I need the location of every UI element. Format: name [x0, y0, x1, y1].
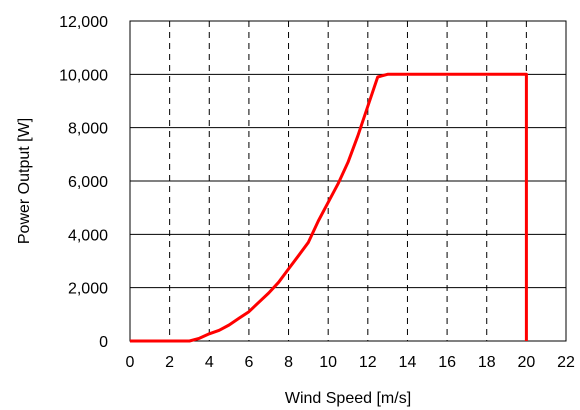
x-tick-label: 8	[284, 354, 293, 371]
x-tick-label: 16	[438, 354, 456, 371]
y-tick-label: 2,000	[68, 281, 108, 298]
x-axis-label: Wind Speed [m/s]	[285, 390, 411, 407]
y-tick-label: 8,000	[68, 121, 108, 138]
x-tick-label: 2	[165, 354, 174, 371]
y-tick-label: 6,000	[68, 174, 108, 191]
plot-frame	[129, 20, 567, 342]
x-tick-label: 18	[478, 354, 496, 371]
x-tick-label: 14	[399, 354, 417, 371]
series-layer	[130, 72, 528, 343]
x-tick-label: 4	[205, 354, 214, 371]
x-tick-label: 10	[319, 354, 337, 371]
y-tick-label: 0	[99, 334, 108, 351]
x-tick-label: 22	[557, 354, 575, 371]
y-tick-label: 4,000	[68, 227, 108, 244]
x-tick-label: 0	[126, 354, 135, 371]
tick-labels: 0 2 4 6 8 10 12 14 16 18 20 22 0 2,000 4,000 6,000 8,000…	[59, 14, 575, 371]
y-tick-label: 12,000	[59, 14, 108, 31]
x-tick-label: 12	[359, 354, 377, 371]
x-tick-label: 6	[244, 354, 253, 371]
y-axis-label: Power Output [W]	[16, 118, 33, 244]
power-curve-line-0	[130, 72, 528, 343]
grid	[130, 21, 566, 341]
x-tick-label: 20	[517, 354, 535, 371]
y-tick-label: 10,000	[59, 67, 108, 84]
